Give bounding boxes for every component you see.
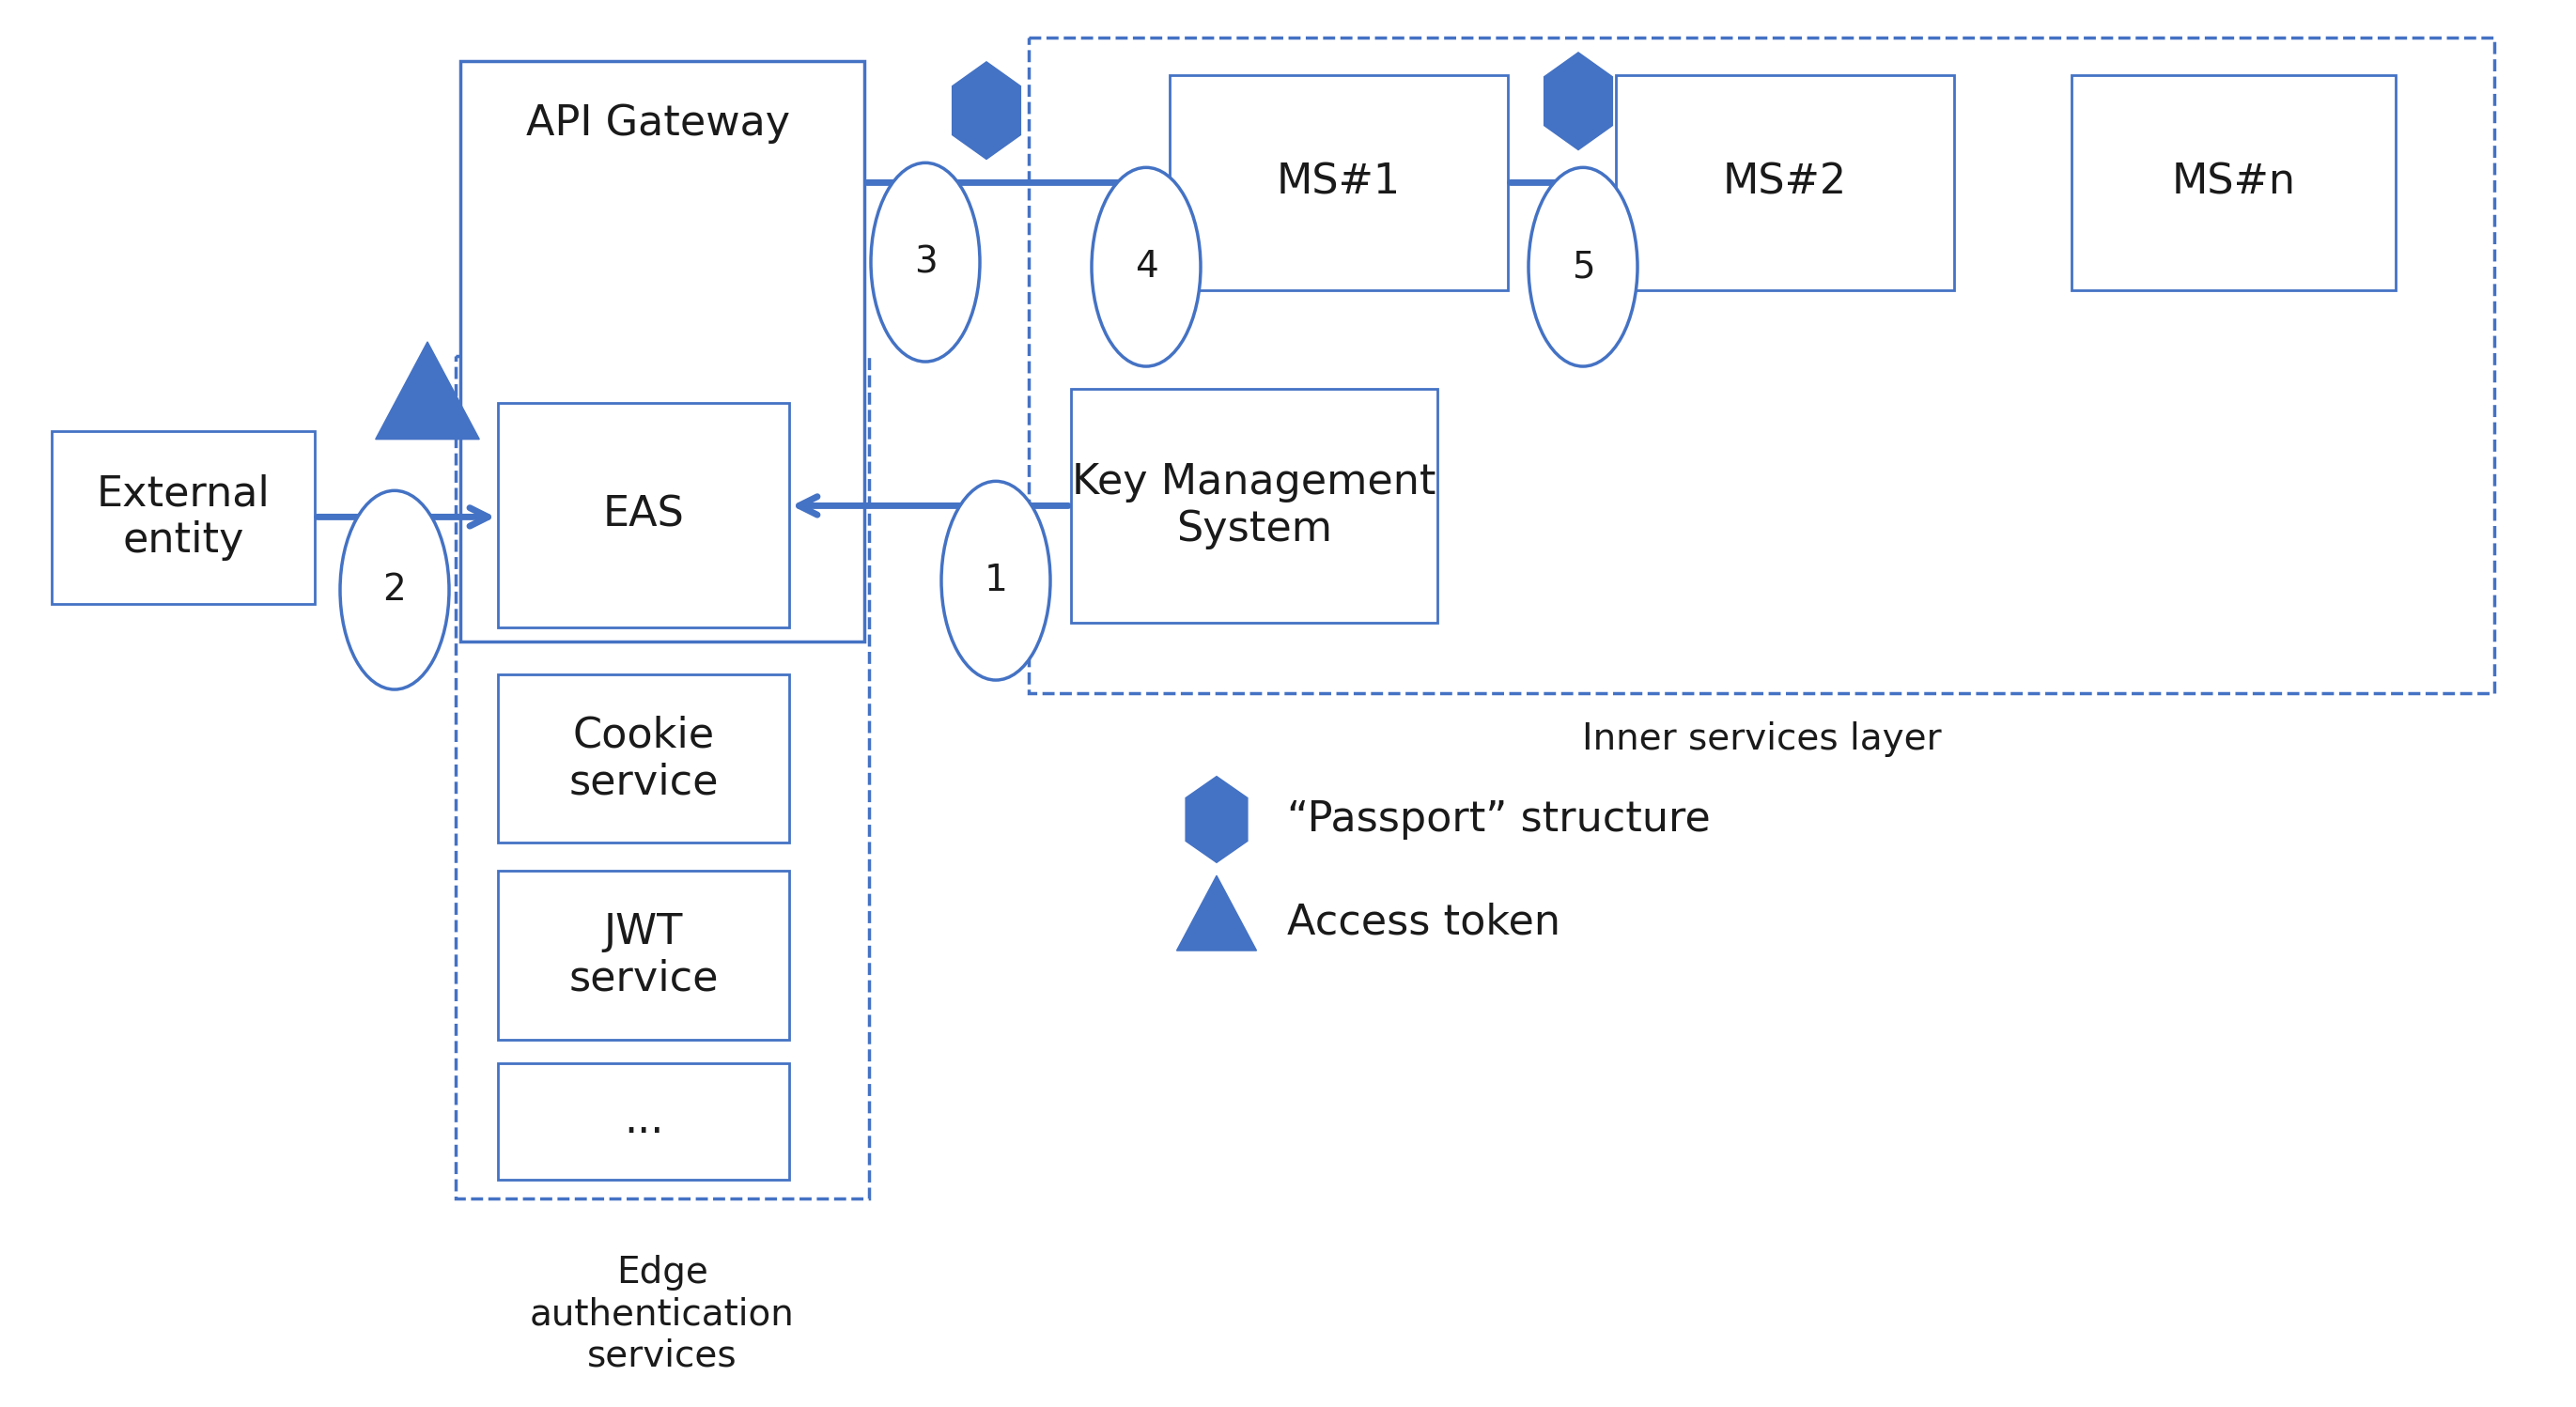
Text: “Passport” structure: “Passport” structure <box>1288 799 1710 840</box>
Text: EAS: EAS <box>603 495 685 535</box>
FancyBboxPatch shape <box>52 431 314 604</box>
Text: 3: 3 <box>914 245 938 280</box>
Text: 2: 2 <box>384 573 407 608</box>
Polygon shape <box>376 342 479 439</box>
Polygon shape <box>1177 875 1257 951</box>
FancyBboxPatch shape <box>456 356 868 1199</box>
FancyBboxPatch shape <box>1170 75 1507 290</box>
Polygon shape <box>1543 52 1613 149</box>
Text: MS#2: MS#2 <box>1723 162 1847 203</box>
Ellipse shape <box>1092 167 1200 366</box>
Text: External
entity: External entity <box>95 473 270 560</box>
Text: Edge
authentication
services: Edge authentication services <box>531 1255 793 1373</box>
Ellipse shape <box>871 163 979 362</box>
Text: Inner services layer: Inner services layer <box>1582 722 1942 757</box>
Text: Cookie
service: Cookie service <box>569 715 719 802</box>
Ellipse shape <box>340 491 448 689</box>
FancyBboxPatch shape <box>497 402 788 628</box>
FancyBboxPatch shape <box>497 674 788 843</box>
FancyBboxPatch shape <box>497 871 788 1040</box>
Ellipse shape <box>1528 167 1638 366</box>
Text: JWT
service: JWT service <box>569 912 719 999</box>
FancyBboxPatch shape <box>1615 75 1955 290</box>
Text: API Gateway: API Gateway <box>526 103 791 144</box>
Text: 4: 4 <box>1133 249 1157 284</box>
Text: MS#n: MS#n <box>2172 162 2295 203</box>
Text: 1: 1 <box>984 563 1007 598</box>
FancyBboxPatch shape <box>2071 75 2396 290</box>
Ellipse shape <box>940 481 1051 680</box>
Polygon shape <box>953 62 1020 159</box>
Text: Key Management
System: Key Management System <box>1072 461 1437 549</box>
Text: Access token: Access token <box>1288 902 1561 943</box>
Text: MS#1: MS#1 <box>1278 162 1401 203</box>
FancyBboxPatch shape <box>1028 38 2494 694</box>
FancyBboxPatch shape <box>461 61 866 642</box>
FancyBboxPatch shape <box>1072 388 1437 623</box>
Text: 5: 5 <box>1571 249 1595 284</box>
FancyBboxPatch shape <box>497 1062 788 1180</box>
Polygon shape <box>1185 777 1247 862</box>
Text: ...: ... <box>623 1100 665 1141</box>
